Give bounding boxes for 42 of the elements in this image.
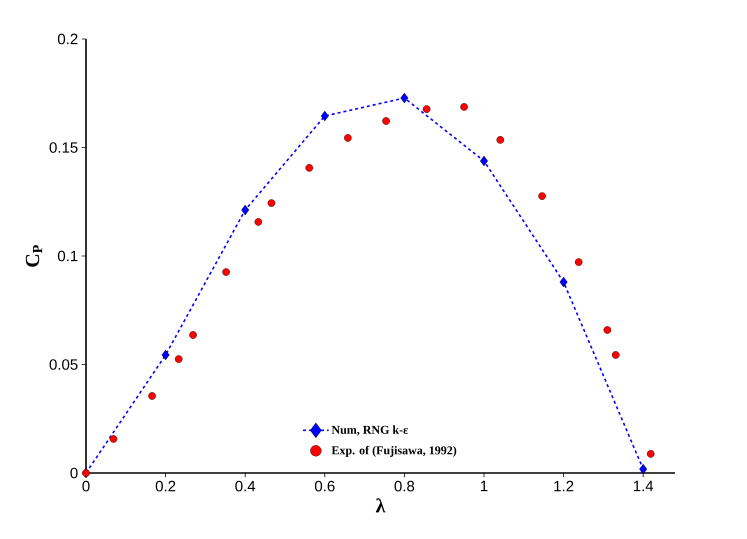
point [162, 350, 170, 360]
point [538, 192, 546, 200]
x-tick-label: 0.6 [314, 480, 335, 492]
point [305, 164, 314, 172]
y-axis-title: C$_{P}$ [26, 245, 42, 267]
point [496, 136, 504, 144]
legend-label: Exp. of (Fujisawa, 1992) [332, 446, 456, 457]
x-axis-title: λ [376, 498, 386, 512]
point [480, 156, 488, 166]
point [604, 326, 612, 334]
point [382, 117, 390, 125]
point [574, 258, 582, 266]
legend-label: Num, RNG k-ε [332, 425, 408, 436]
x-tick-label: 1.4 [634, 480, 654, 492]
point [422, 105, 430, 113]
point [254, 218, 262, 226]
point [174, 355, 183, 363]
y-tick-label: 0 [70, 468, 78, 478]
x-tick-label: 1.2 [554, 480, 574, 492]
x-tick-label: 0.2 [156, 480, 176, 492]
point [639, 464, 648, 474]
point [320, 110, 329, 122]
point [460, 103, 468, 111]
point [344, 134, 352, 142]
point [189, 331, 197, 339]
point [110, 435, 118, 443]
y-tick-label: 0.1 [58, 250, 78, 262]
point [148, 392, 156, 400]
point [400, 92, 408, 104]
x-tick-label: 0.4 [235, 480, 256, 492]
x-tick-label: 1 [480, 480, 488, 492]
point [646, 450, 655, 458]
point [560, 276, 568, 288]
point [268, 199, 276, 207]
point [241, 204, 250, 216]
y-tick-label: 0.15 [50, 142, 78, 153]
x-tick-label: 0 [82, 480, 90, 492]
y-tick-label: 0.05 [50, 359, 78, 370]
point [222, 268, 230, 276]
y-tick-label: 0.2 [58, 34, 78, 44]
x-tick-label: 0.8 [394, 480, 414, 492]
point [612, 351, 620, 359]
